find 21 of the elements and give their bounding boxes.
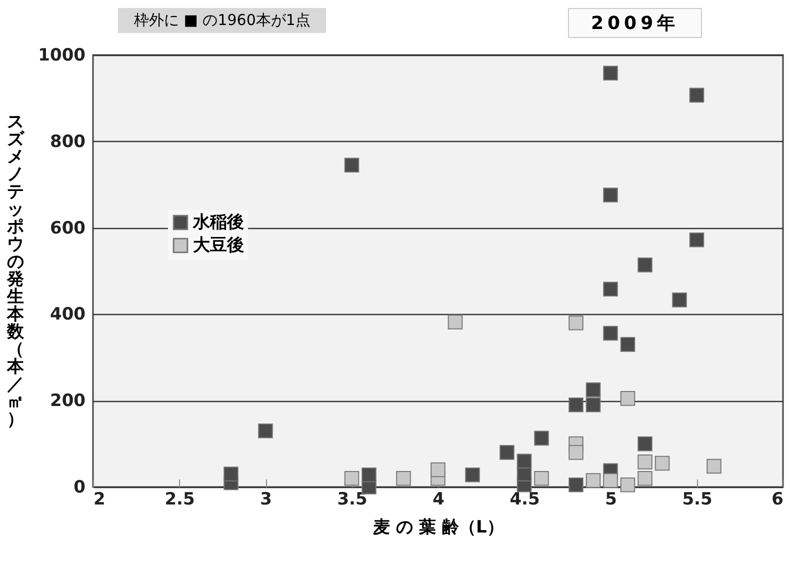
text: スズメノテッポウの発生本数（本／㎡） <box>7 112 24 430</box>
x-tick-label: 6 <box>772 490 784 510</box>
x-tick-label: 2.5 <box>164 490 195 510</box>
chart-title: 2009年 <box>568 8 702 38</box>
x-tick-label: 4.5 <box>510 490 540 510</box>
x-axis-title: 麦 の 葉 齢（L） <box>372 518 504 538</box>
y-tick-label: 800 <box>50 132 86 152</box>
y-tick-label: 0 <box>74 478 86 498</box>
y-tick-label: 400 <box>50 304 86 325</box>
x-tick-label: 3 <box>260 490 272 510</box>
y-tick-label: 1000 <box>38 46 86 66</box>
x-tick-label: 3.5 <box>337 490 368 510</box>
text: 枠外に ■ の1960本が1点 <box>118 8 326 33</box>
y-tick-label: 600 <box>50 218 86 238</box>
x-tick-label: 5.5 <box>682 490 712 510</box>
legend-label: 大豆後 <box>193 236 244 256</box>
y-tick-label: 200 <box>50 391 86 412</box>
legend-label: 水稲後 <box>192 212 244 232</box>
x-tick-label: 2 <box>94 490 106 510</box>
x-tick-label: 4 <box>432 490 445 510</box>
x-tick-label: 5 <box>605 490 617 510</box>
